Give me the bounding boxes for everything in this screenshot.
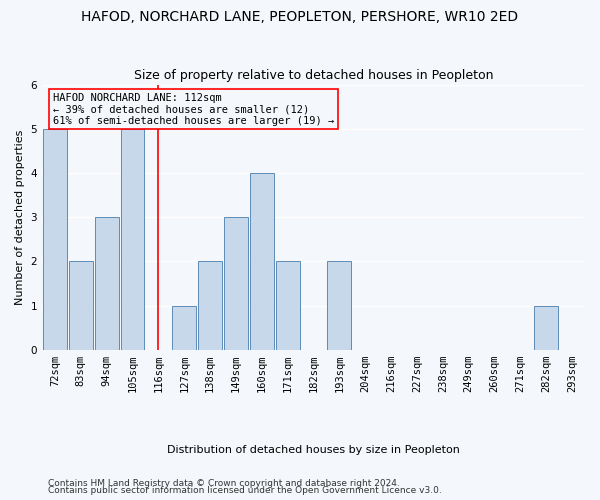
Title: Size of property relative to detached houses in Peopleton: Size of property relative to detached ho… [134, 69, 493, 82]
X-axis label: Distribution of detached houses by size in Peopleton: Distribution of detached houses by size … [167, 445, 460, 455]
Bar [95, 217, 119, 350]
Bar [198, 262, 222, 350]
Bar [69, 262, 93, 350]
Bar [250, 173, 274, 350]
Bar [224, 217, 248, 350]
Y-axis label: Number of detached properties: Number of detached properties [15, 130, 25, 305]
Bar [535, 306, 558, 350]
Bar [121, 129, 145, 350]
Bar [328, 262, 351, 350]
Bar [172, 306, 196, 350]
Bar [276, 262, 299, 350]
Text: Contains public sector information licensed under the Open Government Licence v3: Contains public sector information licen… [48, 486, 442, 495]
Text: HAFOD NORCHARD LANE: 112sqm
← 39% of detached houses are smaller (12)
61% of sem: HAFOD NORCHARD LANE: 112sqm ← 39% of det… [53, 92, 334, 126]
Bar [43, 129, 67, 350]
Text: Contains HM Land Registry data © Crown copyright and database right 2024.: Contains HM Land Registry data © Crown c… [48, 478, 400, 488]
Text: HAFOD, NORCHARD LANE, PEOPLETON, PERSHORE, WR10 2ED: HAFOD, NORCHARD LANE, PEOPLETON, PERSHOR… [82, 10, 518, 24]
